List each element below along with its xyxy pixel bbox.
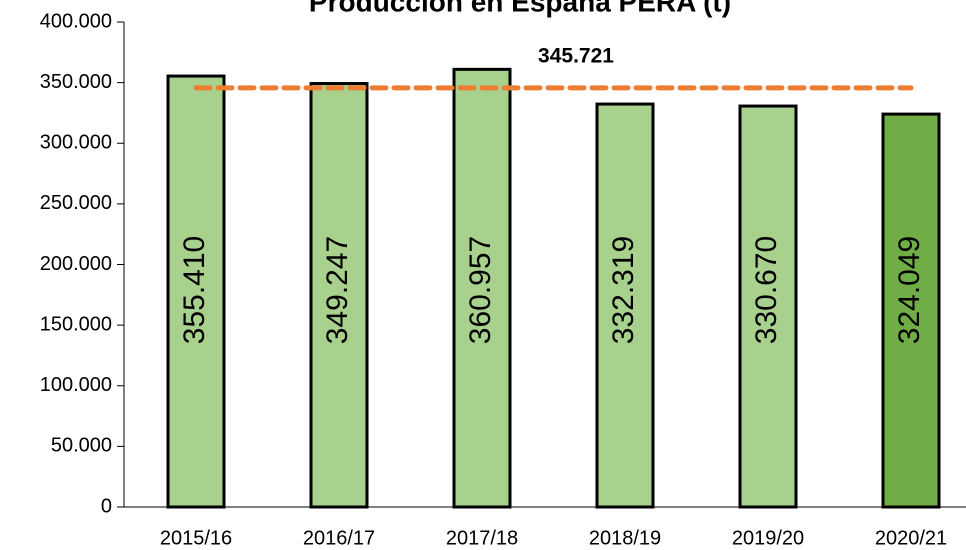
data-label: 360.957 (464, 236, 497, 344)
y-tick-label: 150.000 (40, 313, 112, 335)
x-tick-label: 2019/20 (732, 527, 804, 549)
x-tick-label: 2020/21 (875, 527, 947, 549)
y-tick-label: 400.000 (40, 10, 112, 32)
data-label: 332.319 (607, 236, 640, 344)
y-tick-label: 100.000 (40, 374, 112, 396)
x-tick-label: 2018/19 (589, 527, 661, 549)
y-tick-label: 250.000 (40, 192, 112, 214)
bar (166, 74, 226, 509)
average-label: 345.721 (538, 45, 614, 68)
bar (452, 67, 512, 509)
chart-title: Producción en España PERA (t) (309, 0, 731, 17)
x-tick-label: 2017/18 (446, 527, 518, 549)
y-tick-label: 300.000 (40, 132, 112, 154)
bar (309, 82, 369, 509)
data-label: 324.049 (893, 236, 926, 344)
data-label: 349.247 (321, 236, 354, 344)
data-label: 355.410 (178, 236, 211, 344)
y-tick-label: 50.000 (51, 435, 112, 457)
x-tick-label: 2015/16 (160, 527, 232, 549)
bar (595, 102, 655, 509)
y-tick-label: 0 (101, 495, 112, 517)
x-tick-label: 2016/17 (303, 527, 375, 549)
bar (881, 112, 941, 509)
data-label: 330.670 (750, 236, 783, 344)
bar (738, 104, 798, 509)
y-tick-label: 200.000 (40, 253, 112, 275)
y-tick-label: 350.000 (40, 71, 112, 93)
